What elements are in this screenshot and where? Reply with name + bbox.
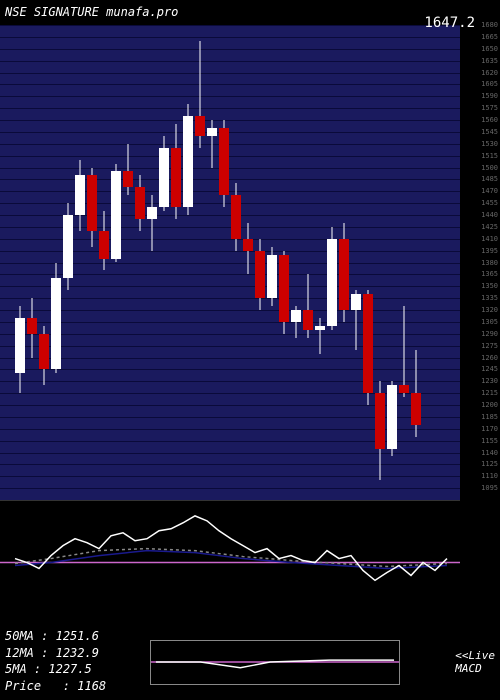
inset-svg — [151, 641, 399, 684]
indicator-info-box: 50MA : 1251.6 12MA : 1232.9 5MA : 1227.5… — [5, 628, 106, 695]
y-axis: 1680166516501635162016051590157515601545… — [460, 25, 500, 500]
current-price-label: 1647.2 — [424, 15, 475, 31]
ma12-row: 12MA : 1232.9 — [5, 645, 106, 662]
ma50-row: 50MA : 1251.6 — [5, 628, 106, 645]
macd-svg — [0, 501, 460, 630]
chart-title: NSE SIGNATURE munafa.pro — [5, 5, 178, 19]
live-inset-box — [150, 640, 400, 685]
ma5-row: 5MA : 1227.5 — [5, 661, 106, 678]
candlestick-chart[interactable] — [0, 25, 460, 500]
macd-indicator[interactable] — [0, 500, 460, 630]
live-macd-label: <<Live MACD — [455, 649, 495, 675]
stock-chart-container: NSE SIGNATURE munafa.pro 1647.2 16801665… — [0, 0, 500, 700]
price-row: Price : 1168 — [5, 678, 106, 695]
